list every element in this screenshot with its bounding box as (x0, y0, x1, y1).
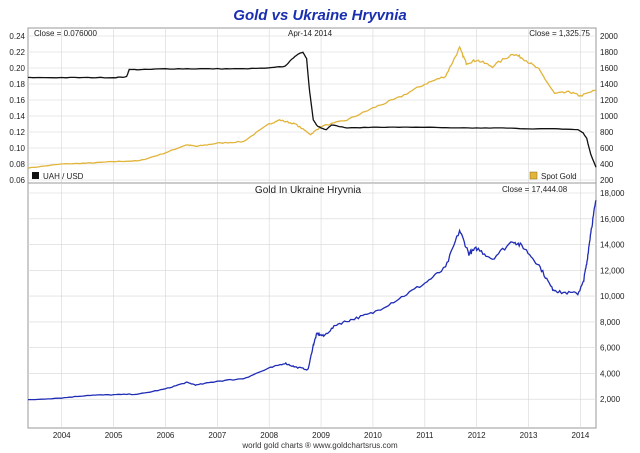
gold-legend-swatch (529, 171, 538, 180)
bottom-grid (28, 183, 596, 428)
top-right-tick-label: 1800 (600, 48, 618, 57)
top-right-tick-label: 1200 (600, 96, 618, 105)
uah-legend-label: UAH / USD (43, 172, 84, 181)
bottom-right-tick-label: 2,000 (600, 395, 621, 404)
top-right-tick-label: 600 (600, 144, 614, 153)
x-tick-label: 2006 (157, 431, 175, 440)
bottom-right-tick-label: 10,000 (600, 292, 625, 301)
x-tick-label: 2007 (208, 431, 226, 440)
bottom-right-tick-label: 8,000 (600, 318, 621, 327)
top-close-right: Close = 1,325.75 (529, 29, 590, 38)
chart-title: Gold vs Ukraine Hryvnia (233, 7, 406, 24)
bottom-panel-title: Gold In Ukraine Hryvnia (255, 185, 362, 196)
bottom-right-tick-label: 18,000 (600, 189, 625, 198)
top-panel: 0.24 0.22 0.20 0.18 0.16 0.14 0.12 0.10 0.08 0.06… (9, 27, 618, 185)
top-left-tick-label: 0.18 (9, 80, 25, 89)
uah-usd-line (27, 51, 597, 168)
bottom-right-tick-label: 16,000 (600, 215, 625, 224)
top-left-tick-label: 0.24 (9, 32, 25, 41)
top-left-tick-label: 0.16 (9, 96, 25, 105)
top-right-tick-label: 1000 (600, 112, 618, 121)
top-right-tick-label: 200 (600, 176, 614, 185)
top-close-left: Close = 0.076000 (34, 29, 97, 38)
x-tick-label: 2010 (364, 431, 382, 440)
x-tick-label: 2014 (572, 431, 590, 440)
x-tick-label: 2009 (312, 431, 330, 440)
footer-credit: world gold charts ® www.goldchartsrus.co… (241, 441, 398, 450)
top-right-tick-label: 2000 (600, 32, 618, 41)
bottom-right-tick-label: 12,000 (600, 266, 625, 275)
top-right-tick-label: 800 (600, 128, 614, 137)
x-tick-label: 2008 (260, 431, 278, 440)
x-axis: 2004 2005 2006 2007 2008 2009 2010 2011 2012 2013… (53, 431, 590, 440)
gold-legend-label: Spot Gold (541, 172, 577, 181)
date-label: Apr-14 2014 (288, 29, 333, 38)
top-right-axis: 2000 1800 1600 1400 1200 1000 800 600 400 200 (600, 32, 618, 185)
bottom-right-tick-label: 4,000 (600, 369, 621, 378)
top-right-tick-label: 1600 (600, 64, 618, 73)
bottom-close-label: Close = 17,444.08 (502, 185, 568, 194)
x-tick-label: 2005 (105, 431, 123, 440)
top-right-tick-label: 400 (600, 160, 614, 169)
top-left-tick-label: 0.14 (9, 112, 25, 121)
x-tick-label: 2011 (416, 431, 434, 440)
bottom-right-tick-label: 6,000 (600, 344, 621, 353)
x-tick-label: 2012 (468, 431, 486, 440)
bottom-panel: 18,000 16,000 14,000 12,000 10,000 8,000 6,000… (27, 182, 625, 440)
top-left-tick-label: 0.12 (9, 128, 25, 137)
x-tick-label: 2013 (520, 431, 538, 440)
x-tick-label: 2004 (53, 431, 71, 440)
top-left-tick-label: 0.10 (9, 144, 25, 153)
bottom-panel-frame (27, 182, 597, 429)
uah-legend-swatch (32, 172, 39, 179)
spot-gold-line (27, 45, 597, 169)
top-left-tick-label: 0.06 (9, 176, 25, 185)
top-left-tick-label: 0.22 (9, 48, 25, 57)
bottom-right-tick-label: 14,000 (600, 241, 625, 250)
top-right-tick-label: 1400 (600, 80, 618, 89)
top-left-tick-label: 0.20 (9, 64, 25, 73)
bottom-right-axis: 18,000 16,000 14,000 12,000 10,000 8,000 6,000… (600, 189, 625, 404)
top-left-tick-label: 0.08 (9, 160, 25, 169)
gold-in-uah-line (28, 200, 597, 401)
top-grid (28, 28, 596, 183)
top-left-axis: 0.24 0.22 0.20 0.18 0.16 0.14 0.12 0.10 0.08 0.06 (9, 32, 25, 185)
